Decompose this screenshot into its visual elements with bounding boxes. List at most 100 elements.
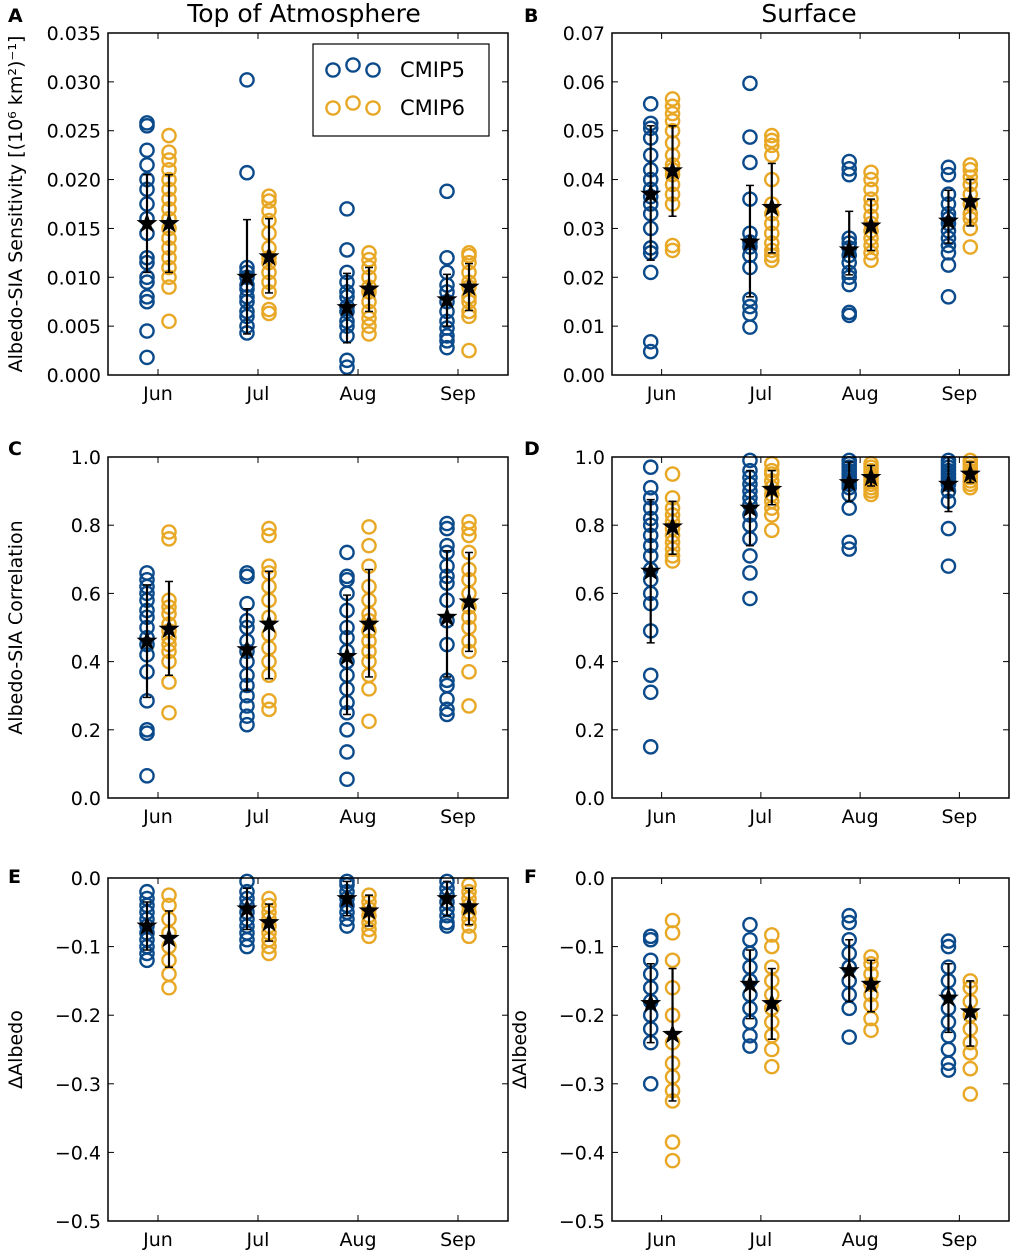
data-point-cmip5: [742, 319, 758, 335]
data-point-cmip5: [742, 548, 758, 564]
panel-label: B: [524, 5, 538, 27]
data-point-cmip6: [962, 1086, 979, 1102]
data-point-cmip6: [664, 952, 681, 969]
legend-marker: [345, 57, 361, 73]
data-point-cmip6: [763, 1058, 780, 1075]
mean-star-cmip6: [258, 613, 280, 633]
mean-star-cmip5: [236, 266, 258, 287]
data-point-cmip5: [642, 96, 659, 112]
data-point-cmip5: [940, 1062, 957, 1078]
data-point-cmip6: [962, 1060, 979, 1077]
panel-label: F: [524, 866, 537, 888]
data-point-cmip5: [642, 931, 659, 948]
mean-star-cmip5: [640, 560, 662, 581]
y-tick-label: 0.0: [575, 788, 605, 810]
data-point-cmip5: [841, 907, 858, 924]
x-tick-label: Jul: [246, 1229, 270, 1251]
mean-star-cmip6: [662, 515, 683, 536]
mean-star-cmip6: [959, 463, 981, 483]
mean-star-cmip5: [136, 915, 158, 935]
data-point-cmip5: [841, 500, 858, 516]
y-tick-label: 0.8: [575, 515, 605, 537]
data-point-cmip6: [361, 681, 377, 697]
chart-panel-d: D 0.0 0.2 0.4 0.6 0.8 1.0 Jun Jul Aug Sep: [524, 438, 1010, 828]
data-point-cmip5: [139, 293, 155, 310]
mean-star-cmip6: [458, 590, 480, 611]
plot-frame: [611, 32, 1010, 376]
data-point-cmip6: [261, 520, 277, 537]
legend-marker: [325, 100, 341, 116]
data-point-cmip5: [642, 667, 659, 684]
data-point-cmip6: [361, 318, 377, 334]
data-point-cmip5: [339, 242, 355, 258]
y-tick-label: −0.3: [55, 1074, 101, 1096]
panel-label: C: [8, 438, 22, 460]
data-point-cmip5: [742, 1038, 758, 1054]
data-point-cmip5: [642, 333, 659, 350]
data-marks: [640, 75, 981, 360]
data-point-cmip5: [239, 708, 255, 724]
data-point-cmip5: [339, 201, 355, 217]
data-point-cmip5: [139, 142, 155, 159]
data-point-cmip6: [763, 147, 780, 163]
chart-panel-b: B 0.00 0.01 0.02 0.03 0.04 0.05 0.06 0.07 Jun Jul A…: [524, 5, 1010, 405]
y-tick-label: 0.00: [563, 365, 605, 387]
data-point-cmip5: [642, 264, 659, 281]
y-tick-label: −0.1: [55, 937, 101, 959]
mean-star-cmip5: [136, 630, 158, 650]
data-point-cmip6: [161, 979, 177, 996]
data-marks: [136, 873, 480, 996]
data-point-cmip5: [841, 304, 858, 321]
x-tick-label: Sep: [440, 383, 476, 405]
y-tick-label: 0.2: [71, 720, 101, 742]
x-tick-label: Jun: [142, 1229, 173, 1251]
y-tick-label: −0.5: [55, 1211, 101, 1233]
data-point-cmip5: [742, 452, 758, 469]
data-point-cmip6: [361, 537, 377, 554]
data-point-cmip6: [664, 237, 681, 254]
column-title-right: Surface: [761, 0, 856, 28]
data-point-cmip6: [763, 522, 780, 539]
data-point-cmip5: [642, 1076, 659, 1092]
data-point-cmip5: [139, 952, 155, 969]
plot-frame: [611, 877, 1010, 1222]
mean-star-cmip6: [458, 276, 480, 296]
x-tick-label: Jul: [748, 1229, 772, 1251]
y-tick-label: 0.035: [47, 23, 101, 45]
y-tick-label: −0.4: [55, 1142, 101, 1164]
data-point-cmip6: [261, 945, 277, 962]
x-tick-label: Sep: [941, 383, 977, 405]
data-point-cmip5: [841, 541, 858, 557]
y-tick-label: 0.02: [563, 267, 605, 289]
data-point-cmip6: [461, 245, 477, 261]
data-point-cmip6: [763, 927, 780, 943]
legend-marker: [365, 100, 381, 116]
data-point-cmip5: [239, 565, 255, 581]
y-axis-label: Albedo-SIA Correlation: [5, 520, 27, 734]
y-tick-label: 0.06: [563, 72, 605, 94]
data-point-cmip6: [461, 513, 477, 530]
mean-star-cmip5: [938, 987, 959, 1007]
legend-marker: [365, 62, 381, 78]
y-tick-label: 0.005: [47, 316, 101, 338]
legend-marker: [345, 95, 361, 111]
data-point-cmip5: [940, 289, 957, 305]
y-tick-label: 0.6: [575, 583, 605, 605]
data-point-cmip6: [361, 326, 377, 342]
mean-star-cmip5: [838, 471, 860, 492]
x-tick-label: Aug: [842, 1229, 879, 1251]
legend-box: [312, 43, 490, 137]
mean-star-cmip5: [838, 238, 860, 259]
mean-star-cmip5: [938, 473, 959, 494]
data-point-cmip5: [742, 565, 758, 581]
data-point-cmip6: [161, 674, 177, 690]
plot-frame: [107, 877, 509, 1222]
legend: CMIP5 CMIP6: [312, 43, 490, 137]
mean-star-cmip6: [158, 618, 180, 639]
data-point-cmip5: [339, 352, 355, 369]
data-point-cmip6: [664, 466, 681, 482]
data-point-cmip6: [161, 127, 177, 144]
data-point-cmip5: [642, 739, 659, 755]
chart-panel-e: E −0.5 −0.4 −0.3 −0.2 −0.1 0.0 Jun Jul Aug Sep ΔAlb…: [5, 866, 509, 1251]
data-point-cmip6: [763, 938, 780, 955]
